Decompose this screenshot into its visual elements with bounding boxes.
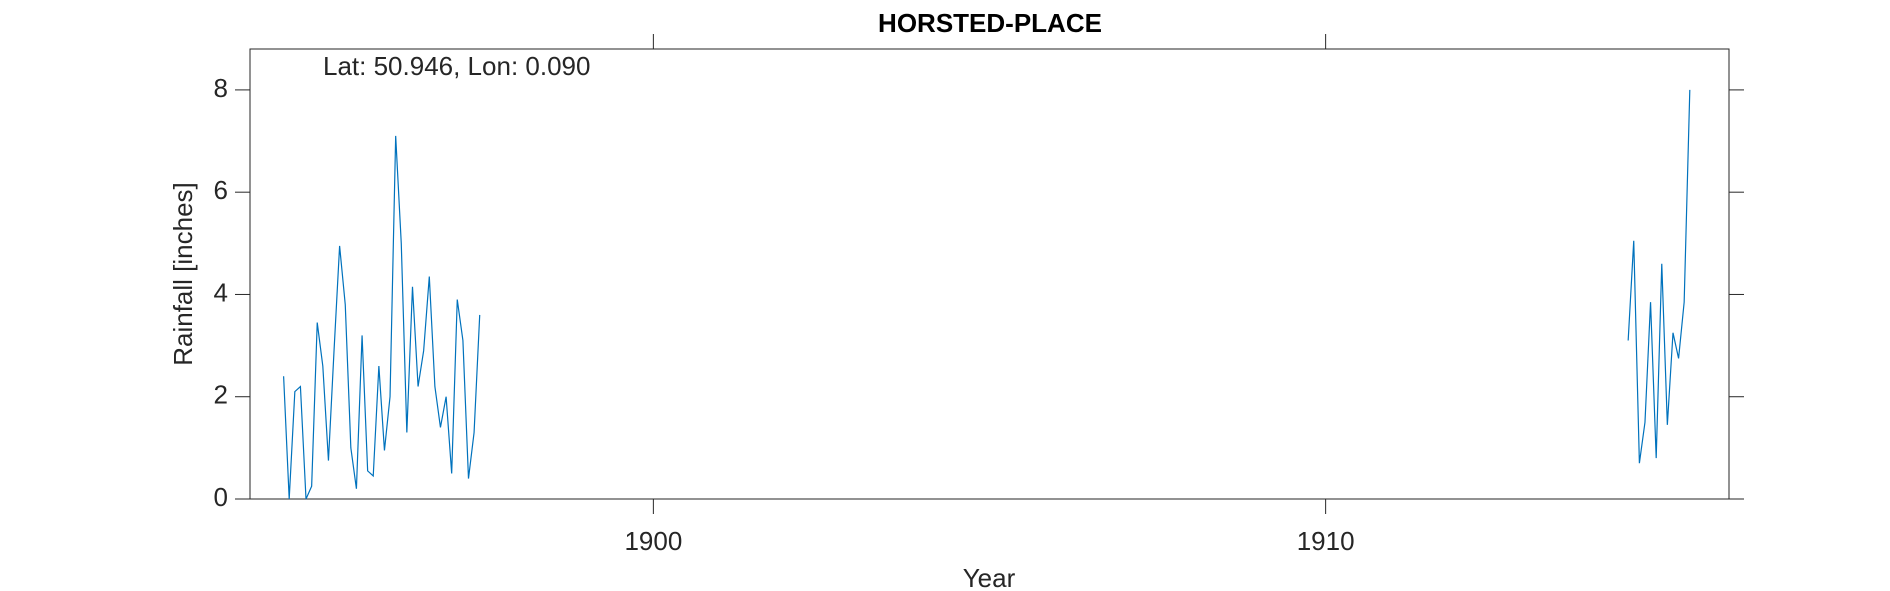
y-tick-label: 6 — [214, 175, 228, 205]
y-tick-label: 2 — [214, 380, 228, 410]
x-axis-label: Year — [963, 563, 1016, 591]
y-tick-label: 0 — [214, 482, 228, 512]
y-tick-label: 8 — [214, 73, 228, 103]
rainfall-line — [283, 89, 1691, 500]
x-tick-label: 1910 — [1297, 526, 1355, 556]
axes-box — [249, 48, 1730, 500]
annotation: Lat: 50.946, Lon: 0.090 — [323, 51, 590, 81]
y-axis-label: Rainfall [inches] — [168, 182, 198, 366]
chart-title: HORSTED-PLACE — [878, 8, 1102, 38]
y-tick-label: 4 — [214, 277, 228, 307]
x-tick-label: 1900 — [624, 526, 682, 556]
